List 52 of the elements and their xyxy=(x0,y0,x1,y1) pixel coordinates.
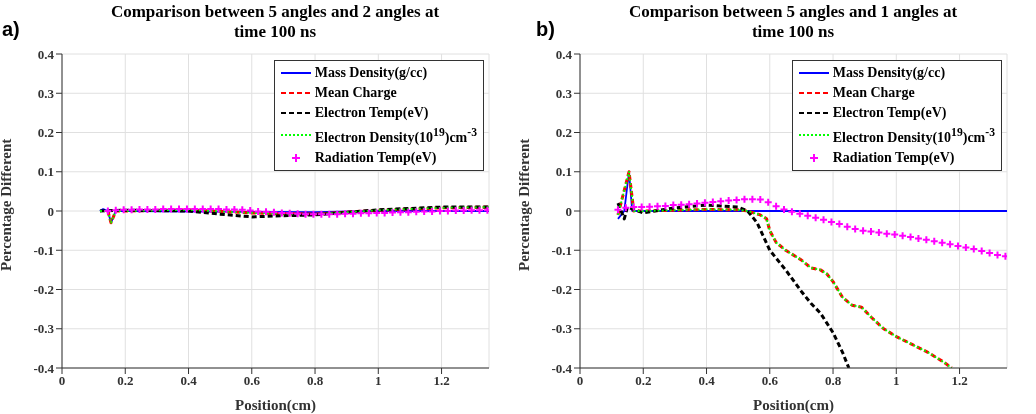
legend-label: Electron Temp(eV) xyxy=(832,104,947,122)
x-tick-label: 0.4 xyxy=(698,373,716,389)
y-tick-label: 0.1 xyxy=(555,164,572,180)
x-tick-label: 0.8 xyxy=(824,373,842,389)
x-tick-label: 0 xyxy=(576,373,584,389)
legend-label: Mean Charge xyxy=(832,84,915,102)
x-tick-label: 1 xyxy=(893,373,900,389)
text: b) xyxy=(536,18,555,41)
y-tick-label: 0.3 xyxy=(555,85,573,101)
y-tick-label: 0.3 xyxy=(37,85,55,101)
chart-title: Comparison between 5 angles and 1 angles at time 100 ns xyxy=(628,2,958,42)
x-axis-title: Position(cm) xyxy=(753,397,834,414)
x-tick-label: 0.2 xyxy=(117,373,134,389)
chart-title: Comparison between 5 angles and 2 angles at time 100 ns xyxy=(110,2,440,42)
y-tick-label: 0.4 xyxy=(555,46,573,62)
text: a) xyxy=(2,18,20,41)
y-tick-label: 0.2 xyxy=(555,125,572,141)
legend-label: Electron Density(10$^{19}$)cm$^{-3}$ xyxy=(314,125,477,147)
y-tick-label: -0.3 xyxy=(33,321,55,337)
legend-label: Radiation Temp(eV) xyxy=(832,148,955,167)
y-tick-label: 0.1 xyxy=(37,164,54,180)
y-tick-label: 0 xyxy=(565,203,572,219)
line-series xyxy=(616,201,851,368)
y-tick-label: 0.4 xyxy=(37,46,55,62)
line-series xyxy=(98,205,489,219)
x-tick-label: 1.2 xyxy=(433,373,450,389)
y-tick-label: -0.4 xyxy=(551,360,573,376)
y-axis-title: Percentage Different xyxy=(0,138,15,271)
y-tick-label: 0 xyxy=(47,203,54,219)
y-tick-label: -0.1 xyxy=(33,242,54,258)
x-tick-label: 1 xyxy=(375,373,382,389)
y-tick-label: 0.2 xyxy=(37,125,54,141)
x-tick-label: 0.6 xyxy=(243,373,261,389)
legend-label: Radiation Temp(eV) xyxy=(314,148,437,167)
legend-label: Electron Density(10$^{19}$)cm$^{-3}$ xyxy=(832,125,995,147)
x-tick-label: 0.2 xyxy=(635,373,652,389)
legend-label: Electron Temp(eV) xyxy=(314,104,429,122)
x-tick-label: 0 xyxy=(58,373,66,389)
y-tick-label: -0.2 xyxy=(551,282,572,298)
y-tick-label: -0.3 xyxy=(551,321,573,337)
y-axis-title: Percentage Different xyxy=(516,138,533,271)
x-tick-label: 0.8 xyxy=(306,373,324,389)
x-tick-label: 1.2 xyxy=(951,373,968,389)
y-tick-label: -0.1 xyxy=(551,242,572,258)
x-axis-title: Position(cm) xyxy=(235,397,316,414)
y-tick-label: -0.2 xyxy=(33,282,54,298)
legend-label: Mean Charge xyxy=(314,84,397,102)
y-tick-label: -0.4 xyxy=(33,360,55,376)
legend-label: Mass Density(g/cc) xyxy=(832,64,946,82)
x-tick-label: 0.4 xyxy=(180,373,198,389)
x-tick-label: 0.6 xyxy=(761,373,779,389)
legend-label: Mass Density(g/cc) xyxy=(314,64,428,82)
